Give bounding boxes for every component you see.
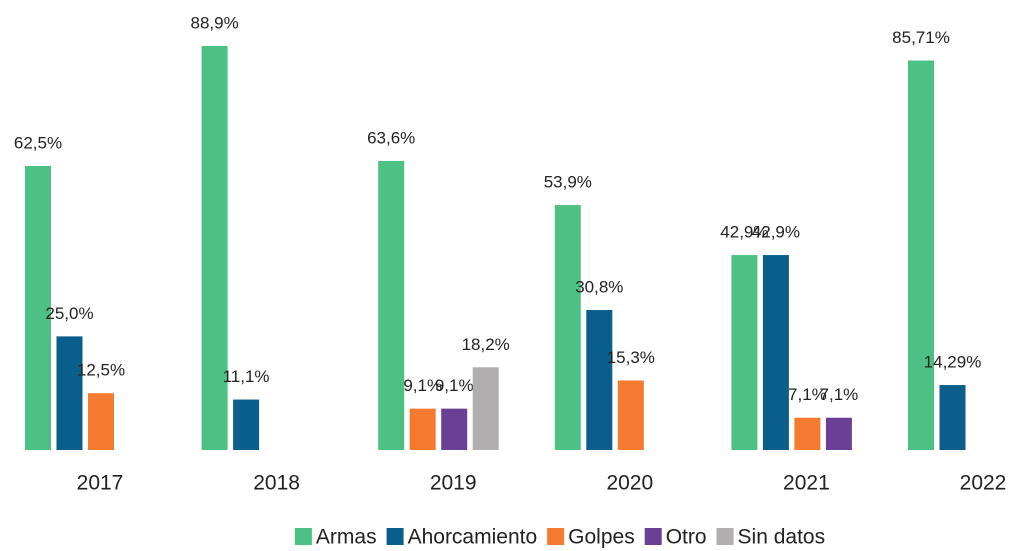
bar <box>617 380 644 450</box>
legend-swatch <box>386 528 404 545</box>
value-label: 7,1% <box>788 385 827 404</box>
legend-swatch <box>547 528 565 545</box>
value-label: 9,1% <box>403 376 442 395</box>
x-tick-label: 2021 <box>783 472 830 495</box>
x-tick-label: 2020 <box>606 472 653 495</box>
bar <box>939 385 966 450</box>
value-label: 15,3% <box>607 348 655 367</box>
legend-swatch <box>644 528 662 545</box>
bar <box>409 408 436 450</box>
bar <box>25 165 51 450</box>
value-label: 62,5% <box>14 133 62 152</box>
value-label: 12,5% <box>77 361 125 380</box>
bar <box>201 46 228 450</box>
legend-label: Armas <box>316 526 377 549</box>
legend-swatch <box>294 528 312 545</box>
bar <box>378 160 405 450</box>
value-label: 11,1% <box>223 367 270 386</box>
bar <box>908 60 934 451</box>
value-label: 88,9% <box>190 13 238 32</box>
legend-label: Ahorcamiento <box>408 526 538 549</box>
value-label: 42,9% <box>720 223 768 242</box>
legend-label: Sin datos <box>738 526 826 549</box>
x-tick-label: 2019 <box>430 472 477 495</box>
value-label: 53,9% <box>544 173 592 192</box>
x-tick-label: 2022 <box>960 472 1007 495</box>
x-tick-label: 2018 <box>253 472 300 495</box>
value-label: 14,29% <box>924 353 982 372</box>
value-label: 30,8% <box>575 278 623 297</box>
value-label: 63,6% <box>367 128 415 147</box>
bar <box>794 417 821 450</box>
x-tick-label: 2017 <box>77 472 124 495</box>
bar <box>825 417 852 450</box>
bar <box>441 408 468 450</box>
value-label: 18,2% <box>462 335 510 354</box>
bar <box>762 255 789 450</box>
bar <box>233 399 260 450</box>
value-label: 7,1% <box>820 385 859 404</box>
legend-swatch <box>716 528 734 545</box>
value-label: 42,9% <box>752 223 800 242</box>
bar <box>586 310 613 450</box>
bar <box>731 255 758 450</box>
value-label: 9,1% <box>435 376 474 395</box>
legend-label: Otro <box>666 526 707 549</box>
bar <box>56 336 83 450</box>
value-label: 85,71% <box>892 28 950 47</box>
legend-label: Golpes <box>568 526 635 549</box>
bar <box>88 393 114 450</box>
bar <box>554 205 581 450</box>
bar <box>472 367 499 450</box>
value-label: 25,0% <box>45 304 93 323</box>
